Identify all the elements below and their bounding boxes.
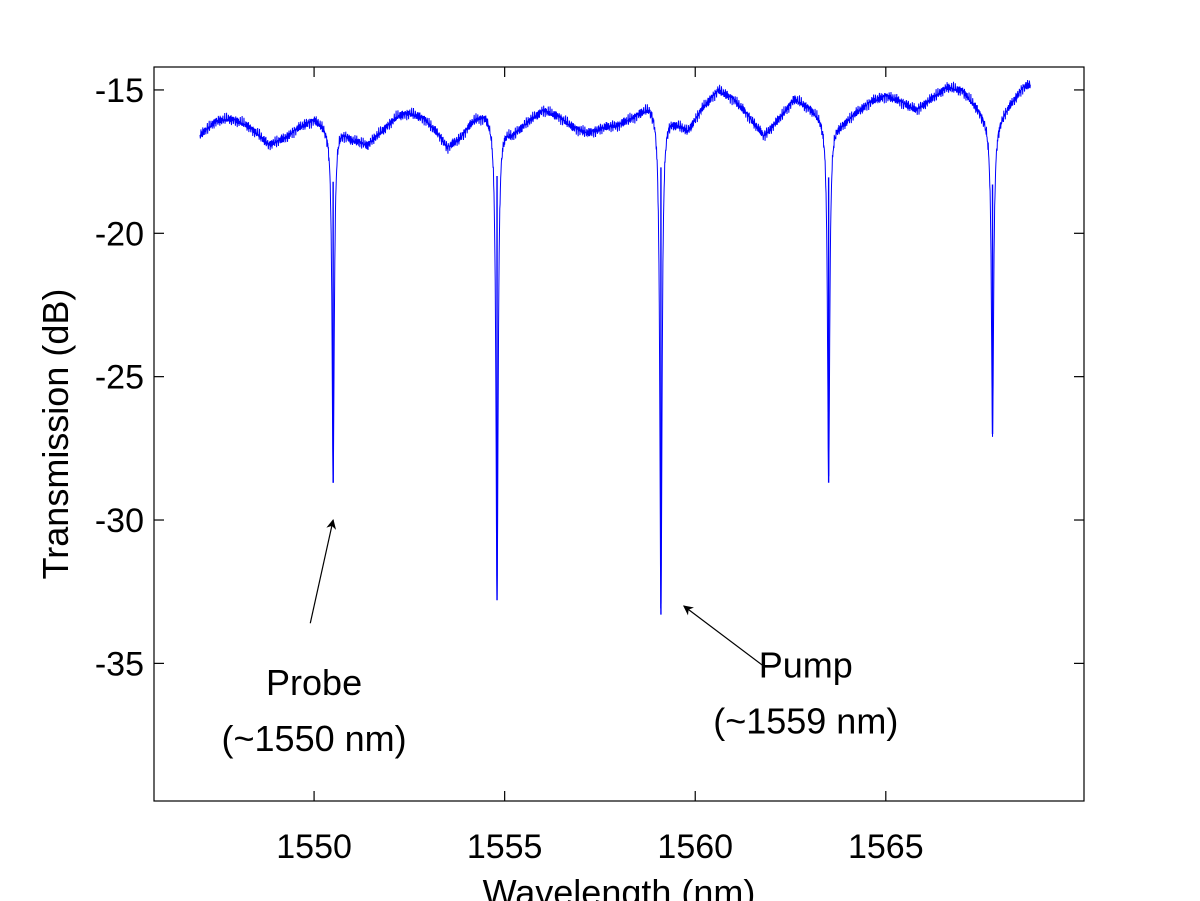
x-axis-title: Wavelength (nm) [483,872,756,901]
transmission-line [199,80,1031,609]
x-tick-label: 1555 [467,828,543,866]
y-tick-label: -20 [95,215,144,253]
annotation-text: (~1559 nm) [713,701,898,742]
y-axis-title: Transmission (dB) [35,289,76,580]
annotation-text: (~1550 nm) [222,718,407,759]
plot-area [153,66,1085,802]
y-tick-label: -30 [95,502,144,540]
x-axis: 1550 1555 1560 1565 [276,67,924,866]
annotation-arrow [682,605,765,667]
y-tick-label: -15 [95,72,144,110]
annotation-text: Pump [759,645,853,686]
x-tick-label: 1565 [848,828,924,866]
series-layer [199,80,1031,615]
x-tick-label: 1560 [657,828,733,866]
annotation-text: Probe [266,662,362,703]
annotations: Probe (~1550 nm) Pump (~1559 nm) [222,519,898,759]
x-tick-label: 1550 [276,828,352,866]
y-tick-label: -35 [95,645,144,683]
y-axis: -15 -20 -25 -30 -35 [95,72,1084,683]
annotation-arrow [309,519,337,624]
y-tick-label: -25 [95,359,144,397]
